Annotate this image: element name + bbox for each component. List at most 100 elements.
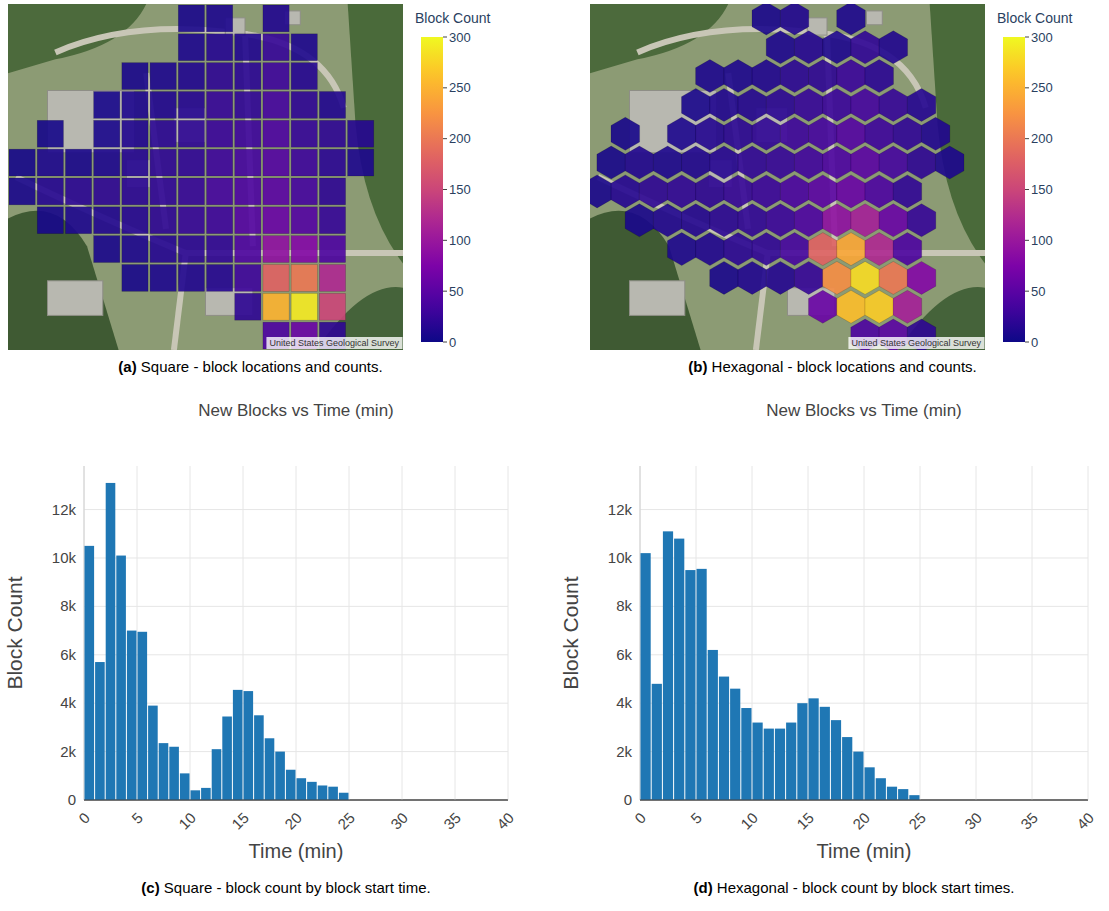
hex-cell bbox=[865, 290, 894, 323]
cells bbox=[590, 4, 964, 350]
hex-cell bbox=[851, 88, 880, 121]
bar bbox=[339, 793, 349, 800]
hex-cell bbox=[766, 261, 795, 294]
caption: (a) Square - block locations and counts. bbox=[118, 358, 382, 375]
square-cell bbox=[37, 178, 63, 205]
colorbar-tick-label: 300 bbox=[449, 30, 471, 45]
square-cell bbox=[207, 120, 233, 147]
square-cell bbox=[150, 63, 176, 90]
bar bbox=[244, 691, 254, 800]
hex-cell bbox=[907, 146, 936, 179]
square-cell bbox=[94, 149, 120, 176]
colorbar-tick-label: 100 bbox=[449, 233, 471, 248]
bars bbox=[85, 483, 349, 800]
bar bbox=[127, 631, 137, 800]
hex-cell bbox=[823, 31, 852, 64]
colorbar-tick-label: 150 bbox=[1031, 182, 1053, 197]
square-cell bbox=[178, 34, 204, 61]
square-cell bbox=[291, 63, 317, 90]
bar bbox=[909, 795, 919, 800]
x-tick-label: 10 bbox=[175, 809, 199, 833]
bar bbox=[95, 662, 105, 800]
colorbar-title: Block Count bbox=[997, 10, 1073, 26]
hex-cell bbox=[794, 88, 823, 121]
grid-line-y bbox=[84, 799, 508, 800]
square-cell bbox=[65, 207, 91, 234]
bar bbox=[775, 729, 785, 800]
colorbar-tick-label: 50 bbox=[1031, 284, 1045, 299]
hex-cell bbox=[766, 204, 795, 237]
square-cell bbox=[207, 265, 233, 292]
square-cell bbox=[178, 120, 204, 147]
square-cell bbox=[207, 207, 233, 234]
y-axis-line bbox=[84, 466, 85, 800]
grid-line-x bbox=[296, 466, 297, 800]
bar bbox=[652, 684, 662, 800]
hex-cell bbox=[724, 60, 753, 93]
hex-cell bbox=[724, 233, 753, 266]
hex-cell bbox=[752, 117, 781, 150]
hex-cell bbox=[837, 175, 866, 208]
hex-cell bbox=[780, 175, 809, 208]
y-tick-label: 4k bbox=[60, 694, 76, 711]
square-cell bbox=[263, 265, 289, 292]
square-cell bbox=[122, 92, 148, 119]
bar bbox=[741, 708, 751, 800]
hex-cell bbox=[865, 60, 894, 93]
colorbar-tick bbox=[443, 240, 447, 241]
x-tick-label: 0 bbox=[75, 809, 93, 827]
colorbar-tick-label: 0 bbox=[1031, 335, 1038, 350]
bar bbox=[169, 747, 179, 800]
square-cell bbox=[37, 149, 63, 176]
square-cell bbox=[150, 178, 176, 205]
hex-cell bbox=[893, 175, 922, 208]
bar bbox=[233, 690, 243, 800]
y-tick-label: 10k bbox=[608, 549, 633, 566]
square-cell bbox=[122, 207, 148, 234]
bar bbox=[831, 720, 841, 800]
grid-line-x bbox=[402, 466, 403, 800]
bar bbox=[853, 752, 863, 800]
caption-text: Square - block count by block start time… bbox=[164, 879, 431, 896]
y-axis-title: Block Count bbox=[559, 576, 582, 689]
square-cell bbox=[122, 265, 148, 292]
bar bbox=[865, 767, 875, 800]
bar bbox=[328, 787, 338, 800]
square-cell bbox=[94, 120, 120, 147]
square-cell bbox=[235, 265, 261, 292]
x-tick-label: 30 bbox=[387, 809, 411, 833]
hex-cell bbox=[780, 233, 809, 266]
grid-line-x bbox=[864, 466, 865, 800]
square-cell bbox=[263, 293, 289, 320]
square-cell bbox=[9, 178, 35, 205]
hex-cell bbox=[851, 146, 880, 179]
square-cell bbox=[263, 178, 289, 205]
hex-cell bbox=[935, 146, 964, 179]
hex-cell bbox=[766, 88, 795, 121]
colorbar-tick bbox=[1025, 240, 1029, 241]
bar bbox=[820, 707, 830, 800]
hex-cell bbox=[625, 146, 654, 179]
bar bbox=[730, 689, 740, 800]
hex-cell bbox=[879, 204, 908, 237]
hex-cell bbox=[667, 175, 696, 208]
baseline bbox=[640, 799, 1088, 800]
square-cell bbox=[94, 207, 120, 234]
square-cell bbox=[263, 34, 289, 61]
bar bbox=[719, 677, 729, 800]
square-cell bbox=[235, 120, 261, 147]
hex-cell bbox=[794, 146, 823, 179]
colorbar-tick-label: 200 bbox=[449, 131, 471, 146]
bar bbox=[180, 773, 190, 800]
x-tick-label: 35 bbox=[440, 809, 464, 833]
grid-line-x bbox=[976, 466, 977, 800]
square-cell bbox=[235, 293, 261, 320]
bar bbox=[753, 723, 763, 800]
hex-cell bbox=[611, 117, 640, 150]
square-cell bbox=[235, 207, 261, 234]
x-tick-label: 35 bbox=[1017, 809, 1041, 833]
x-tick-label: 15 bbox=[228, 809, 252, 833]
hex-cell bbox=[752, 233, 781, 266]
bar bbox=[212, 749, 222, 800]
square-cell bbox=[348, 120, 374, 147]
